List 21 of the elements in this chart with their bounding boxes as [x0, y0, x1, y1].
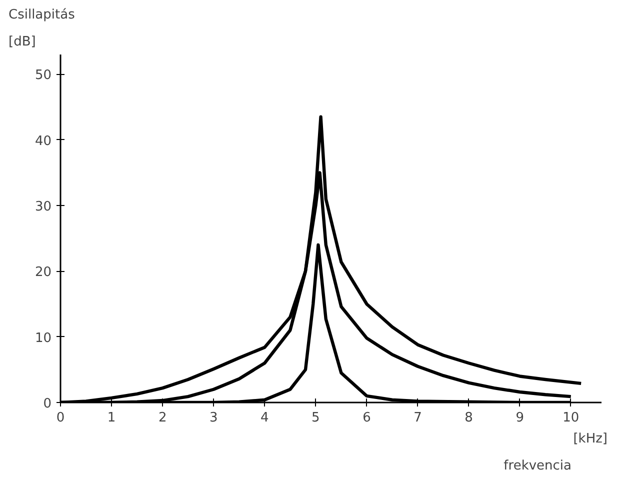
x-tick-label: 0: [56, 410, 65, 426]
y-tick-label: 50: [34, 68, 52, 84]
y-tick-label: 20: [34, 265, 52, 280]
x-tick-label: 3: [209, 410, 218, 426]
y-tick-label: 40: [34, 134, 52, 149]
x-tick-label: 9: [516, 410, 524, 426]
x-tick-label: 1: [107, 410, 116, 426]
y-tick-label: 0: [43, 396, 52, 412]
text: [kHz]: [573, 432, 608, 446]
x-tick-label: 5: [312, 410, 320, 426]
x-tick-label: 10: [562, 410, 580, 426]
x-tick-label: 2: [158, 410, 167, 426]
x-axis-title: frekvencia: [504, 458, 572, 474]
x-tick-label: 7: [414, 410, 422, 426]
x-tick-label: 6: [362, 410, 371, 426]
y-axis-title: Csillapitás: [8, 8, 76, 22]
x-tick-label: 4: [260, 410, 269, 426]
y-tick-label: 30: [34, 200, 52, 215]
text: [dB]: [8, 34, 36, 50]
x-tick-label: 8: [464, 410, 473, 426]
y-tick-label: 10: [34, 330, 52, 346]
